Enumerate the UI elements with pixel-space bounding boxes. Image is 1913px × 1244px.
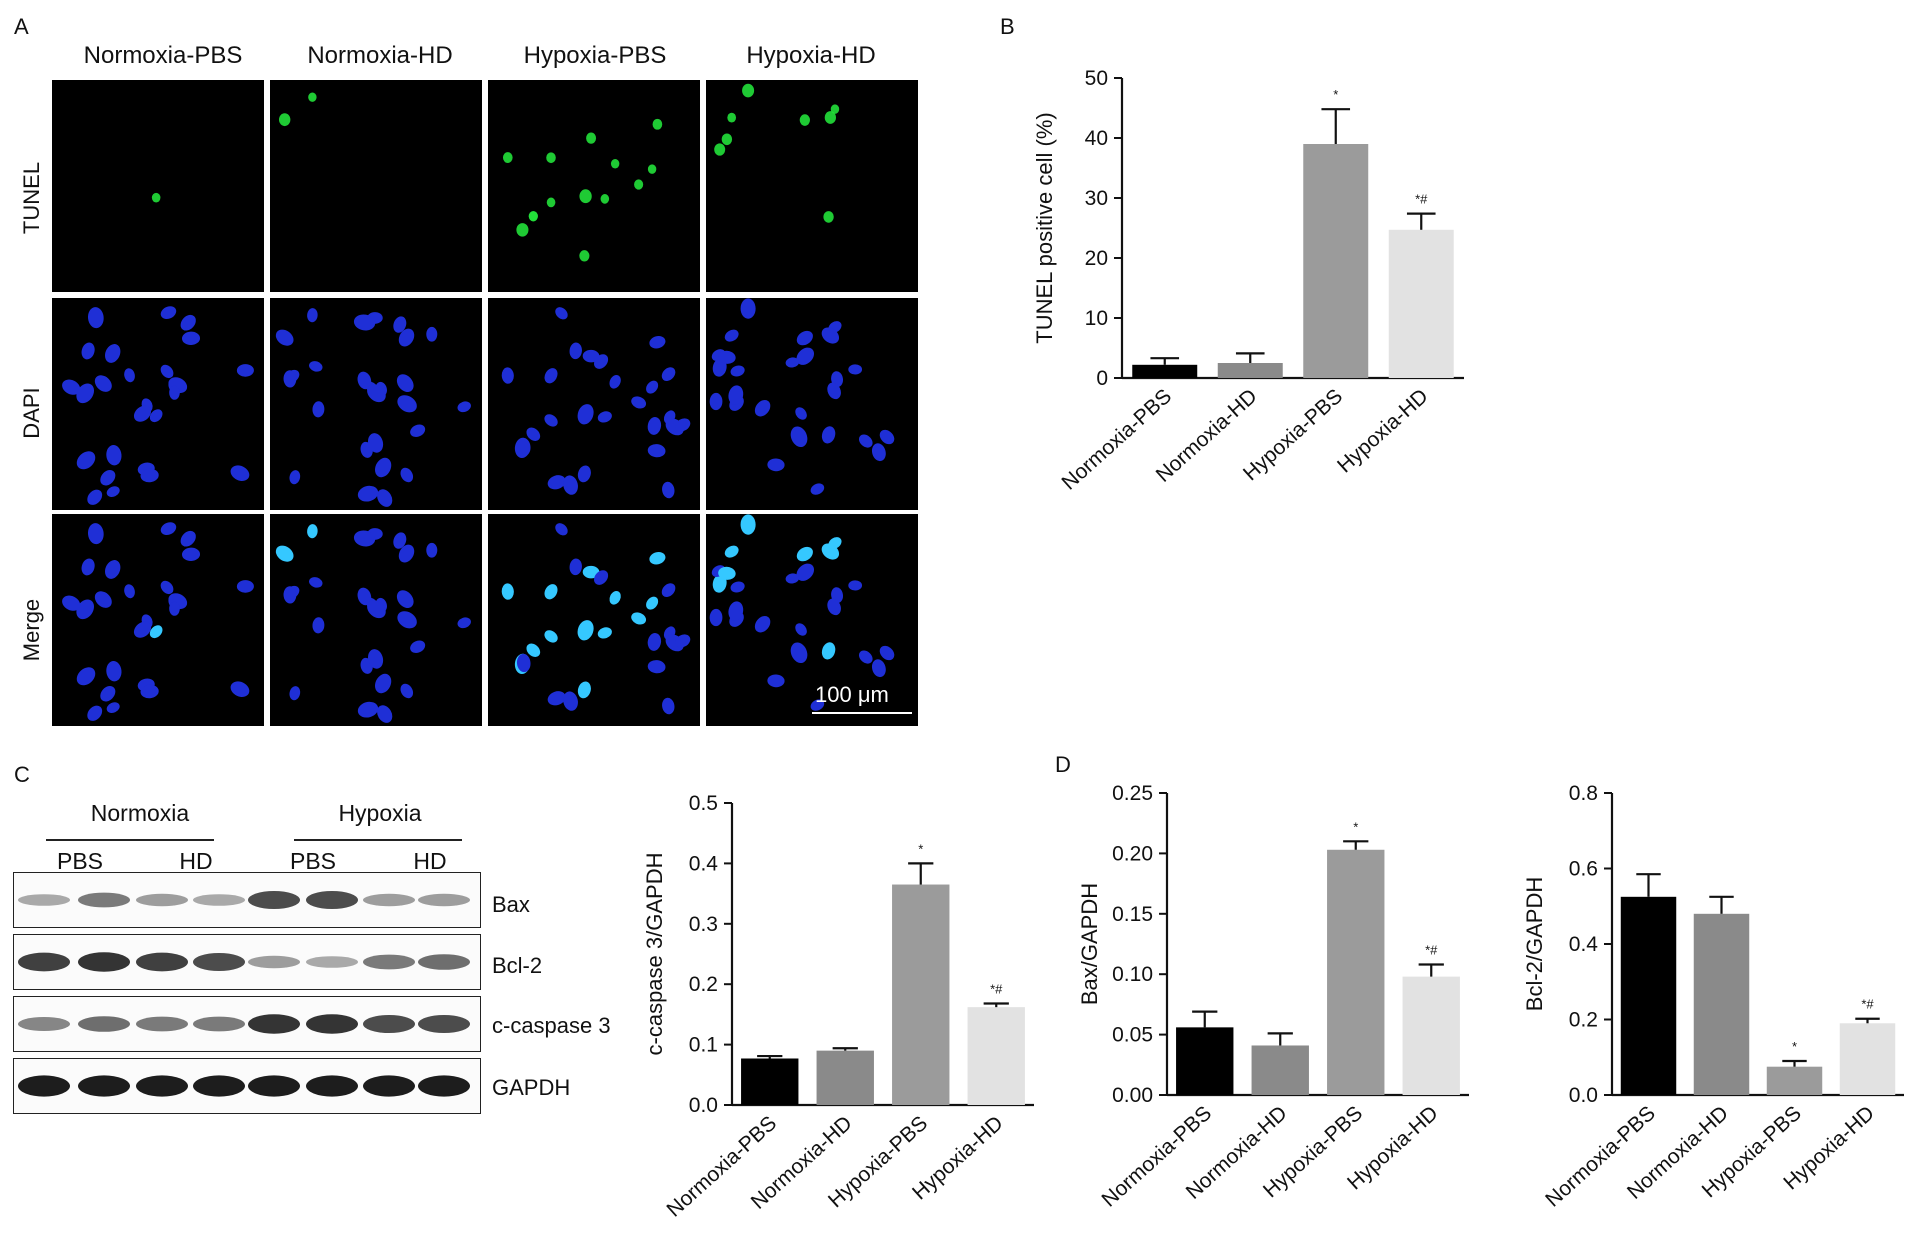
micrograph-image xyxy=(488,514,700,726)
wb-blot-strip xyxy=(13,934,481,990)
bar-hypoxia-pbs xyxy=(1766,1066,1823,1095)
bar-normoxia-pbs xyxy=(1132,364,1198,378)
y-tick-label: 0.1 xyxy=(689,1034,718,1057)
y-tick-label: 10 xyxy=(1085,307,1108,330)
micrograph-image xyxy=(706,514,918,726)
y-axis-label: Bcl-2/GAPDH xyxy=(1522,877,1547,1011)
wb-blot-strip xyxy=(13,996,481,1052)
bar-hypoxia-hd xyxy=(1388,229,1454,378)
bar-normoxia-pbs xyxy=(1620,896,1677,1095)
significance-marker: *# xyxy=(990,982,1003,997)
micrograph-image xyxy=(488,80,700,292)
wb-group-normoxia: Normoxia xyxy=(90,800,190,826)
significance-marker: * xyxy=(1353,819,1358,834)
wb-protein-label-bax: Bax xyxy=(492,892,530,917)
wb-group-underline-normoxia xyxy=(46,839,214,841)
bar-normoxia-pbs xyxy=(741,1058,799,1105)
y-tick-label: 0.25 xyxy=(1112,782,1153,805)
bar-normoxia-hd xyxy=(1693,913,1750,1095)
micrograph-image xyxy=(270,80,482,292)
bar-hypoxia-pbs xyxy=(1303,144,1369,378)
y-tick-label: 0.0 xyxy=(689,1094,718,1117)
bar-normoxia-hd xyxy=(1217,363,1283,378)
wb-protein-label-gapdh: GAPDH xyxy=(492,1075,571,1100)
scale-bar xyxy=(812,712,912,714)
y-axis-label: TUNEL positive cell (%) xyxy=(1032,112,1057,343)
micrograph-image xyxy=(270,298,482,510)
significance-marker: *# xyxy=(1425,943,1438,958)
wb-group-hypoxia: Hypoxia xyxy=(338,800,422,826)
y-tick-label: 0.20 xyxy=(1112,842,1153,865)
bar-hypoxia-pbs xyxy=(1327,849,1385,1095)
x-tick-label: Hypoxia-HD xyxy=(1333,385,1433,478)
y-tick-label: 0.5 xyxy=(689,792,718,815)
wb-lane-label: HD xyxy=(179,848,213,874)
y-axis-label: Bax/GAPDH xyxy=(1077,883,1102,1005)
panel-letter-c: C xyxy=(14,762,30,787)
significance-marker: * xyxy=(918,841,923,856)
column-label-normoxia-hd: Normoxia-HD xyxy=(307,42,453,69)
micrograph-image xyxy=(270,514,482,726)
wb-group-underline-hypoxia xyxy=(294,839,462,841)
column-label-hypoxia-hd: Hypoxia-HD xyxy=(746,42,876,69)
bar-hypoxia-hd xyxy=(967,1007,1025,1105)
wb-lane-label: PBS xyxy=(289,848,337,874)
significance-marker: *# xyxy=(1861,997,1874,1012)
row-label-dapi: DAPI xyxy=(19,387,44,439)
y-tick-label: 50 xyxy=(1085,67,1108,90)
caspase-bar-chart: 0.00.10.20.30.40.5c-caspase 3/GAPDHNormo… xyxy=(642,792,1034,1222)
scale-bar-label: 100 μm xyxy=(815,682,889,707)
y-tick-label: 0.15 xyxy=(1112,903,1153,926)
significance-marker: * xyxy=(1792,1039,1797,1054)
row-label-tunel: TUNEL xyxy=(19,161,44,235)
micrograph-image xyxy=(488,298,700,510)
y-tick-label: 0 xyxy=(1096,367,1108,390)
bar-hypoxia-hd xyxy=(1839,1023,1896,1095)
bcl2-bar-chart: 0.00.20.40.60.8Bcl-2/GAPDHNormoxia-PBSNo… xyxy=(1522,782,1904,1212)
bar-normoxia-pbs xyxy=(1176,1027,1234,1095)
y-tick-label: 0.00 xyxy=(1112,1084,1153,1107)
micrograph-image xyxy=(52,298,264,510)
micrograph-image xyxy=(706,80,918,292)
micrograph-image xyxy=(706,298,918,510)
wb-protein-label-caspase: c-caspase 3 xyxy=(492,1013,611,1038)
wb-blot-strip xyxy=(13,1058,481,1114)
y-tick-label: 0.2 xyxy=(689,973,718,996)
y-tick-label: 0.0 xyxy=(1569,1084,1598,1107)
panel-letter-a: A xyxy=(14,14,29,39)
panel-letter-d: D xyxy=(1055,752,1071,777)
panel-letter-b: B xyxy=(1000,14,1015,39)
y-tick-label: 0.4 xyxy=(1569,933,1599,956)
y-tick-label: 0.3 xyxy=(689,913,718,936)
y-tick-label: 0.2 xyxy=(1569,1009,1598,1032)
wb-lane-label: PBS xyxy=(56,848,104,874)
wb-protein-label-bcl2: Bcl-2 xyxy=(492,953,543,978)
bar-normoxia-hd xyxy=(1251,1045,1309,1095)
y-axis-label: c-caspase 3/GAPDH xyxy=(642,853,667,1056)
significance-marker: * xyxy=(1333,87,1338,102)
y-tick-label: 0.05 xyxy=(1112,1024,1153,1047)
column-label-hypoxia-pbs: Hypoxia-PBS xyxy=(523,42,667,69)
y-tick-label: 0.4 xyxy=(689,852,719,875)
micrograph-image xyxy=(52,80,264,292)
bar-normoxia-hd xyxy=(816,1050,874,1105)
y-tick-label: 20 xyxy=(1085,247,1108,270)
significance-marker: *# xyxy=(1415,192,1428,207)
bax-bar-chart: 0.000.050.100.150.200.25Bax/GAPDHNormoxi… xyxy=(1077,782,1469,1212)
wb-blot-strip xyxy=(13,872,481,928)
y-tick-label: 40 xyxy=(1085,127,1108,150)
bar-hypoxia-hd xyxy=(1402,976,1460,1095)
bar-hypoxia-pbs xyxy=(892,884,950,1105)
y-tick-label: 0.8 xyxy=(1569,782,1598,805)
column-label-normoxia-pbs: Normoxia-PBS xyxy=(83,42,243,69)
wb-lane-label: HD xyxy=(413,848,447,874)
y-tick-label: 0.6 xyxy=(1569,858,1598,881)
row-label-merge: Merge xyxy=(19,598,44,662)
micrograph-image xyxy=(52,514,264,726)
y-tick-label: 0.10 xyxy=(1112,963,1153,986)
y-tick-label: 30 xyxy=(1085,187,1108,210)
